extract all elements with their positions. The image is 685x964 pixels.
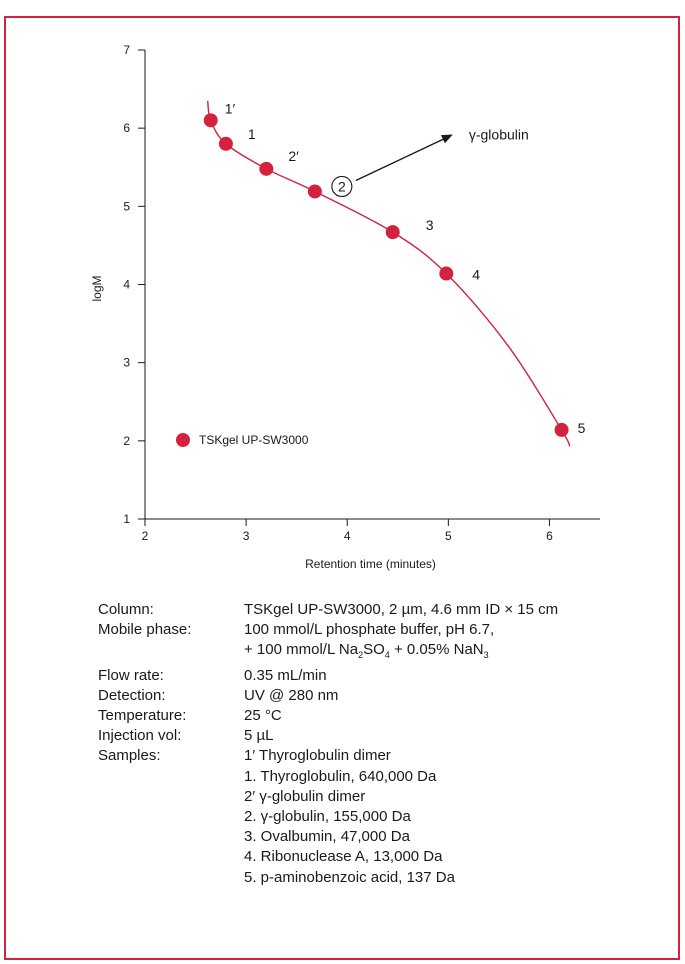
y-tick-label: 7 (123, 43, 130, 57)
circled-point-marker (331, 175, 353, 198)
legend-label: TSKgel UP-SW3000 (199, 433, 309, 447)
condition-mobile-phase: Mobile phase: 100 mmol/L phosphate buffe… (98, 620, 558, 665)
condition-value: TSKgel UP-SW3000, 2 µm, 4.6 mm ID × 15 c… (244, 601, 559, 618)
condition-value: 0.35 mL/min (244, 666, 327, 684)
sample-item: 2. γ-globulin, 155,000 Da (244, 808, 411, 826)
y-tick-label: 6 (123, 121, 130, 135)
sample-item: 3. Ovalbumin, 47,000 Da (244, 828, 410, 846)
mobile-phase-line1: 100 mmol/L phosphate buffer, pH 6.7, (244, 621, 495, 639)
data-point (203, 113, 218, 128)
data-point (554, 422, 569, 437)
condition-label: Flow rate: (98, 666, 164, 684)
sample-item: 5. p-aminobenzoic acid, 137 Da (244, 868, 455, 886)
y-tick-label: 1 (123, 512, 130, 526)
condition-injection: Injection vol: 5 µL (98, 726, 558, 746)
conditions-block: Column: TSKgel UP-SW3000, 2 µm, 4.6 mm I… (98, 600, 558, 888)
condition-label: Samples: (98, 747, 161, 765)
annotation-layer: 1′ 1 2′ 3 4 5 2 γ-globulin (225, 100, 586, 436)
frame-top-cut (0, 0, 685, 16)
y-tick-label: 4 (123, 278, 130, 292)
condition-value: 100 mmol/L phosphate buffer, pH 6.7, + 1… (244, 620, 494, 665)
annotation-label: γ-globulin (469, 126, 529, 142)
condition-label: Column: (98, 601, 154, 618)
condition-flow-rate: Flow rate: 0.35 mL/min (98, 666, 558, 686)
condition-column: Column: TSKgel UP-SW3000, 2 µm, 4.6 mm I… (98, 600, 558, 620)
calibration-curve-layer (206, 100, 571, 447)
data-point-label: 2 (338, 178, 346, 194)
sample-item: 1′ Thyroglobulin dimer (244, 747, 391, 765)
data-point (259, 161, 274, 176)
y-tick-label: 3 (123, 356, 130, 370)
condition-value: UV @ 280 nm (244, 686, 339, 704)
data-point-label: 4 (472, 267, 480, 283)
data-point (307, 184, 322, 199)
condition-label: Injection vol: (98, 727, 182, 745)
condition-detection: Detection: UV @ 280 nm (98, 686, 558, 706)
data-point-label: 5 (578, 420, 586, 436)
sample-item: 4. Ribonuclease A, 13,000 Da (244, 848, 443, 866)
x-axis-label: Retention time (minutes) (305, 557, 436, 571)
x-tick-label: 4 (344, 529, 351, 543)
condition-label: Mobile phase: (98, 621, 192, 639)
data-point (385, 225, 400, 240)
mobile-phase-text: + 0.05% NaN (389, 641, 484, 659)
x-tick-label: 6 (546, 529, 553, 543)
x-tick-label: 2 (142, 529, 149, 543)
sample-item: 1. Thyroglobulin, 640,000 Da (244, 767, 437, 785)
sample-list: 1′ Thyroglobulin dimer 1. Thyroglobulin,… (244, 746, 455, 887)
sample-item: 2′ γ-globulin dimer (244, 787, 366, 805)
calibration-curve (206, 100, 571, 447)
data-points-layer (203, 113, 569, 437)
mobile-phase-text: + 100 mmol/L Na (244, 641, 359, 659)
mobile-phase-line2: + 100 mmol/L Na2SO4 + 0.05% NaN3 (244, 641, 489, 661)
condition-value: 5 µL (244, 727, 274, 745)
data-point-label: 1′ (225, 100, 236, 116)
data-point (218, 136, 233, 151)
figure-frame (4, 16, 680, 960)
annotation-arrow-line (355, 136, 448, 182)
subscript: 4 (384, 650, 390, 661)
x-tick-label: 3 (243, 529, 250, 543)
mobile-phase-text: SO (363, 641, 385, 659)
data-point (439, 266, 454, 281)
subscript: 3 (483, 650, 489, 661)
y-tick-label: 5 (123, 199, 130, 213)
legend-marker (176, 433, 190, 447)
y-axis-label: logM (90, 275, 104, 301)
y-tick-label: 2 (123, 434, 130, 448)
data-point-label: 2′ (288, 148, 299, 164)
data-point-label: 3 (426, 217, 434, 233)
condition-samples: Samples: 1′ Thyroglobulin dimer 1. Thyro… (98, 746, 558, 887)
condition-value: 25 °C (244, 707, 282, 725)
legend: TSKgel UP-SW3000 (176, 433, 309, 447)
condition-label: Detection: (98, 686, 166, 704)
annotation-arrowhead (440, 134, 453, 144)
condition-temperature: Temperature: 25 °C (98, 706, 558, 726)
data-point-label: 1 (248, 126, 256, 142)
subscript: 2 (358, 650, 364, 661)
condition-label: Temperature: (98, 707, 187, 725)
x-tick-label: 5 (445, 529, 452, 543)
